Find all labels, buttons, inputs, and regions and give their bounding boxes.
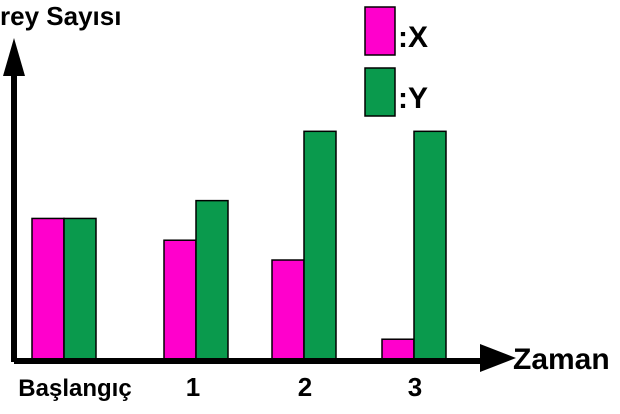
x-tick-label: Başlangıç [18, 375, 131, 402]
x-axis-label: Zaman [513, 343, 610, 376]
bar-x-3 [381, 338, 415, 362]
bar-y-1 [195, 199, 229, 362]
x-tick-label: 1 [186, 372, 200, 402]
x-tick-labels: Başlangıç 1 2 3 [18, 372, 422, 402]
y-axis-label: rey Sayısı [0, 1, 121, 31]
legend-swatch-y [364, 67, 396, 117]
x-tick-label: 3 [408, 372, 422, 402]
bar-y-0 [63, 217, 97, 362]
bar-x-0 [31, 217, 65, 362]
bar-y-3 [413, 130, 447, 362]
y-axis-arrow [3, 38, 25, 76]
legend: :X :Y [364, 6, 428, 117]
legend-swatch-x [364, 6, 396, 56]
bar-group [31, 130, 447, 362]
x-tick-label: 2 [298, 372, 312, 402]
bar-x-2 [271, 259, 305, 362]
legend-label-y: :Y [398, 82, 428, 115]
x-axis-arrow [480, 344, 516, 372]
bar-x-1 [163, 239, 197, 362]
legend-label-x: :X [398, 21, 428, 54]
bar-y-2 [303, 130, 337, 362]
